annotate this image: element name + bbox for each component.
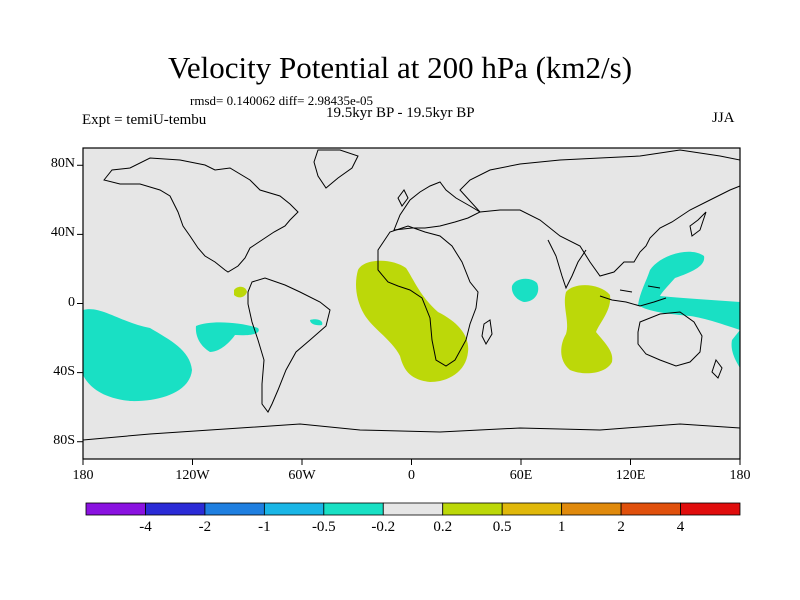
colorbar-label: 4	[676, 519, 685, 535]
x-tick-label: 0	[408, 468, 415, 483]
coast-antarctica	[82, 423, 741, 441]
colorbar-label: 0.5	[492, 519, 512, 535]
stats-text: rmsd= 0.140062 diff= 2.98435e-05	[190, 93, 374, 108]
colorbar-swatch	[382, 502, 444, 516]
x-tick-label: 120W	[175, 468, 210, 483]
axis-ticks	[77, 164, 741, 465]
coast-asia	[459, 149, 741, 277]
x-tick-label: 180	[729, 468, 751, 483]
season-label: JJA	[712, 110, 735, 126]
colorbar-label: 0.2	[433, 519, 453, 535]
colorbar-label: -1	[258, 519, 271, 535]
plot-title: Velocity Potential at 200 hPa (km2/s)	[167, 50, 633, 85]
colorbar-swatch	[204, 502, 265, 516]
colorbar-swatch	[85, 502, 146, 516]
coast-uk	[397, 189, 409, 207]
x-tick-label: 180	[72, 468, 94, 483]
colorbar-swatch	[442, 502, 503, 516]
coast-south-america	[247, 277, 331, 413]
negative-anomaly-south-pacific	[83, 309, 192, 402]
colorbar	[85, 502, 741, 516]
coast-australia	[637, 311, 703, 367]
y-tick-label: 80S	[53, 432, 75, 448]
y-tick-label: 40N	[50, 225, 75, 241]
x-tick-label: 60W	[288, 468, 316, 483]
colorbar-label: 2	[617, 519, 625, 535]
colorbar-label: 1	[557, 519, 566, 535]
y-tick-label: 40S	[53, 363, 75, 379]
y-tick-label: 80N	[50, 156, 75, 172]
coast-new-zealand	[711, 358, 723, 379]
colorbar-swatch	[323, 502, 384, 516]
negative-anomaly-south-pacific-west-edge	[731, 330, 740, 368]
colorbar-label: -0.5	[311, 519, 336, 535]
negative-anomaly-brazil-small	[310, 319, 323, 326]
coast-africa	[377, 225, 479, 367]
colorbar-label: -2	[198, 519, 212, 535]
negative-anomaly-indian-ocean	[511, 278, 539, 302]
x-tick-label: 60E	[509, 468, 533, 483]
negative-anomaly-south-america-offshore	[195, 322, 259, 352]
coastlines	[82, 149, 741, 441]
coast-europe	[393, 181, 482, 231]
colorbar-swatch	[145, 502, 206, 516]
period-label: 19.5kyr BP - 19.5kyr BP	[326, 105, 475, 121]
coast-indonesia	[599, 285, 667, 307]
positive-anomaly-indian-ocean-east	[561, 285, 613, 374]
colorbar-label: -4	[139, 519, 152, 535]
coast-india	[547, 239, 587, 290]
coast-madagascar	[481, 319, 493, 346]
colorbar-swatch	[680, 502, 741, 516]
coast-greenland	[313, 149, 359, 189]
y-tick-label: 0	[68, 294, 75, 310]
coast-north-america	[103, 157, 299, 273]
colorbar-swatch	[501, 502, 563, 516]
colorbar-swatch	[263, 502, 325, 516]
positive-anomaly-africa-atlantic	[356, 260, 469, 382]
x-tick-label: 120E	[615, 468, 646, 483]
positive-anomaly-central-america	[234, 286, 247, 298]
negative-anomaly-west-pacific	[638, 251, 740, 330]
coast-japan	[689, 211, 707, 237]
colorbar-swatch	[561, 502, 622, 516]
field-anomalies	[83, 251, 740, 402]
experiment-label: Expt = temiU-tembu	[82, 112, 207, 128]
colorbar-label: -0.2	[371, 519, 396, 535]
colorbar-swatch	[620, 502, 681, 516]
